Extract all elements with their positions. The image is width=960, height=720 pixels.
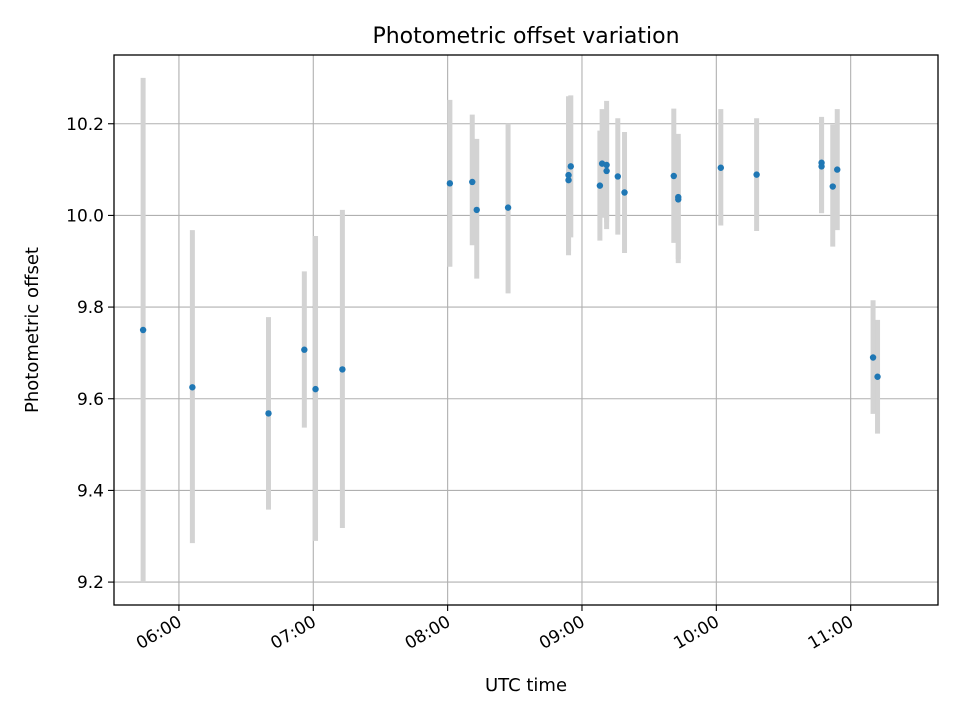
data-point — [834, 166, 841, 173]
data-point — [473, 206, 480, 214]
data-point — [567, 163, 574, 170]
y-tick-label: 10.2 — [66, 115, 104, 135]
data-point — [603, 161, 610, 169]
data-point — [312, 385, 319, 393]
data-point — [753, 171, 760, 178]
data-point — [614, 173, 622, 180]
data-point — [717, 164, 725, 171]
data-point — [504, 204, 512, 211]
data-point — [339, 366, 346, 373]
data-point — [469, 178, 476, 186]
data-points — [139, 159, 881, 417]
data-point — [301, 346, 308, 353]
data-point — [139, 326, 147, 334]
y-tick-label: 9.2 — [77, 573, 104, 593]
plot-area-frame — [113, 54, 939, 606]
data-point — [818, 163, 825, 170]
data-point — [621, 189, 628, 196]
data-point — [675, 196, 682, 203]
data-point — [874, 373, 881, 380]
y-tick-label: 9.6 — [77, 390, 104, 410]
chart-title: Photometric offset variation — [372, 24, 679, 49]
data-point — [446, 180, 454, 187]
data-point — [189, 384, 196, 391]
y-axis-label: Photometric offset — [22, 247, 43, 413]
data-point — [596, 182, 604, 189]
data-point — [603, 167, 610, 175]
data-point — [565, 171, 572, 179]
y-tick-label: 9.4 — [77, 481, 104, 501]
y-tick-label: 10.0 — [66, 206, 104, 226]
data-point — [869, 354, 877, 361]
data-point — [265, 410, 272, 417]
data-point — [829, 183, 836, 190]
data-point — [670, 172, 677, 180]
data-point — [565, 176, 572, 184]
x-axis-label: UTC time — [485, 675, 567, 696]
y-tick-label: 9.8 — [77, 298, 104, 318]
